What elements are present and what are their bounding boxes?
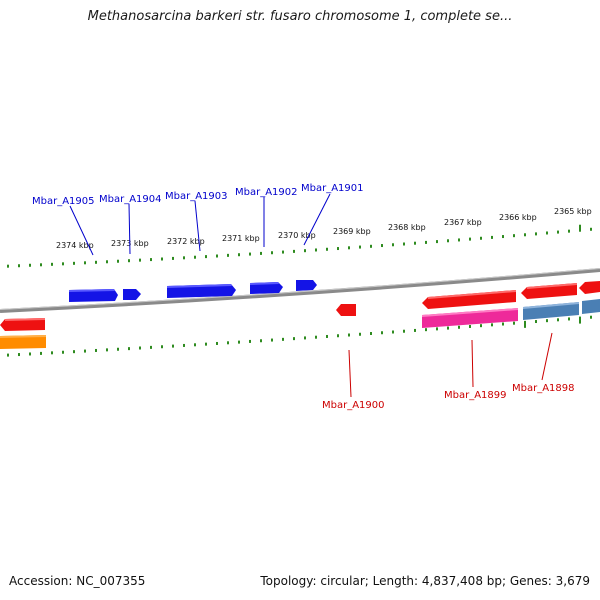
gene-highlight	[523, 302, 579, 309]
gene-feature[interactable]	[296, 280, 317, 291]
leader-line	[541, 332, 553, 381]
scale-label-2370: 2370 kbp	[278, 231, 316, 240]
gene-highlight	[527, 283, 577, 289]
upper-strand-genes	[69, 280, 317, 302]
gene-highlight	[5, 318, 45, 321]
gene-label-mbar-a1905[interactable]: Mbar_A1905	[32, 196, 95, 207]
lower-strand-genes	[0, 281, 600, 349]
leader-line	[303, 193, 331, 246]
scale-label-2372: 2372 kbp	[167, 237, 205, 246]
gene-label-mbar-a1899[interactable]: Mbar_A1899	[444, 390, 507, 401]
scale-label-2369: 2369 kbp	[333, 227, 371, 236]
lower-gene-labels: Mbar_A1900 Mbar_A1899 Mbar_A1898	[322, 383, 575, 411]
leader-line	[194, 200, 201, 252]
map-title: Methanosarcina barkeri str. fusaro chrom…	[87, 9, 513, 24]
gene-feature[interactable]	[167, 284, 236, 298]
gene-feature[interactable]	[0, 335, 46, 349]
gene-highlight	[428, 290, 516, 299]
gene-highlight	[0, 335, 46, 338]
gene-feature[interactable]	[250, 282, 283, 294]
gene-label-mbar-a1898[interactable]: Mbar_A1898	[512, 383, 575, 394]
lower-scale-ticks	[7, 315, 592, 357]
upper-scale-ticks	[7, 224, 592, 268]
gene-feature[interactable]	[69, 289, 118, 302]
gene-label-mbar-a1902[interactable]: Mbar_A1902	[235, 187, 298, 198]
gene-feature[interactable]	[123, 289, 141, 300]
gene-label-mbar-a1900[interactable]: Mbar_A1900	[322, 400, 385, 411]
accession-text: Accession: NC_007355	[9, 574, 146, 588]
gene-feature[interactable]	[579, 281, 600, 294]
chromosome-backbone-highlight	[0, 268, 600, 310]
genome-stats-text: Topology: circular; Length: 4,837,408 bp…	[260, 574, 590, 588]
gene-label-mbar-a1903[interactable]: Mbar_A1903	[165, 191, 228, 202]
leader-line	[69, 205, 94, 256]
scale-label-2374: 2374 kbp	[56, 241, 94, 250]
gene-feature[interactable]	[422, 308, 518, 328]
gene-highlight	[167, 284, 232, 288]
gene-feature[interactable]	[422, 290, 516, 309]
gene-highlight	[250, 282, 279, 285]
gene-feature[interactable]	[0, 318, 45, 331]
lower-label-leaders	[348, 332, 553, 398]
scale-label-2368: 2368 kbp	[388, 223, 426, 232]
leader-line	[128, 203, 131, 255]
leader-line	[471, 339, 474, 388]
gene-label-mbar-a1904[interactable]: Mbar_A1904	[99, 194, 162, 205]
scale-labels: 2374 kbp 2373 kbp 2372 kbp 2371 kbp 2370…	[56, 207, 592, 250]
scale-label-2371: 2371 kbp	[222, 234, 260, 243]
gene-highlight	[422, 308, 518, 317]
upper-gene-labels: Mbar_A1905 Mbar_A1904 Mbar_A1903 Mbar_A1…	[32, 183, 364, 207]
gene-feature[interactable]	[582, 299, 600, 314]
gene-feature[interactable]	[336, 304, 356, 316]
gene-highlight	[69, 289, 115, 292]
upper-label-leaders	[69, 193, 331, 256]
scale-label-2365: 2365 kbp	[554, 207, 592, 216]
gene-label-mbar-a1901[interactable]: Mbar_A1901	[301, 183, 364, 194]
scale-label-2366: 2366 kbp	[499, 213, 537, 222]
chromosome-backbone	[0, 268, 600, 313]
leader-line	[348, 349, 352, 398]
scale-label-2367: 2367 kbp	[444, 218, 482, 227]
